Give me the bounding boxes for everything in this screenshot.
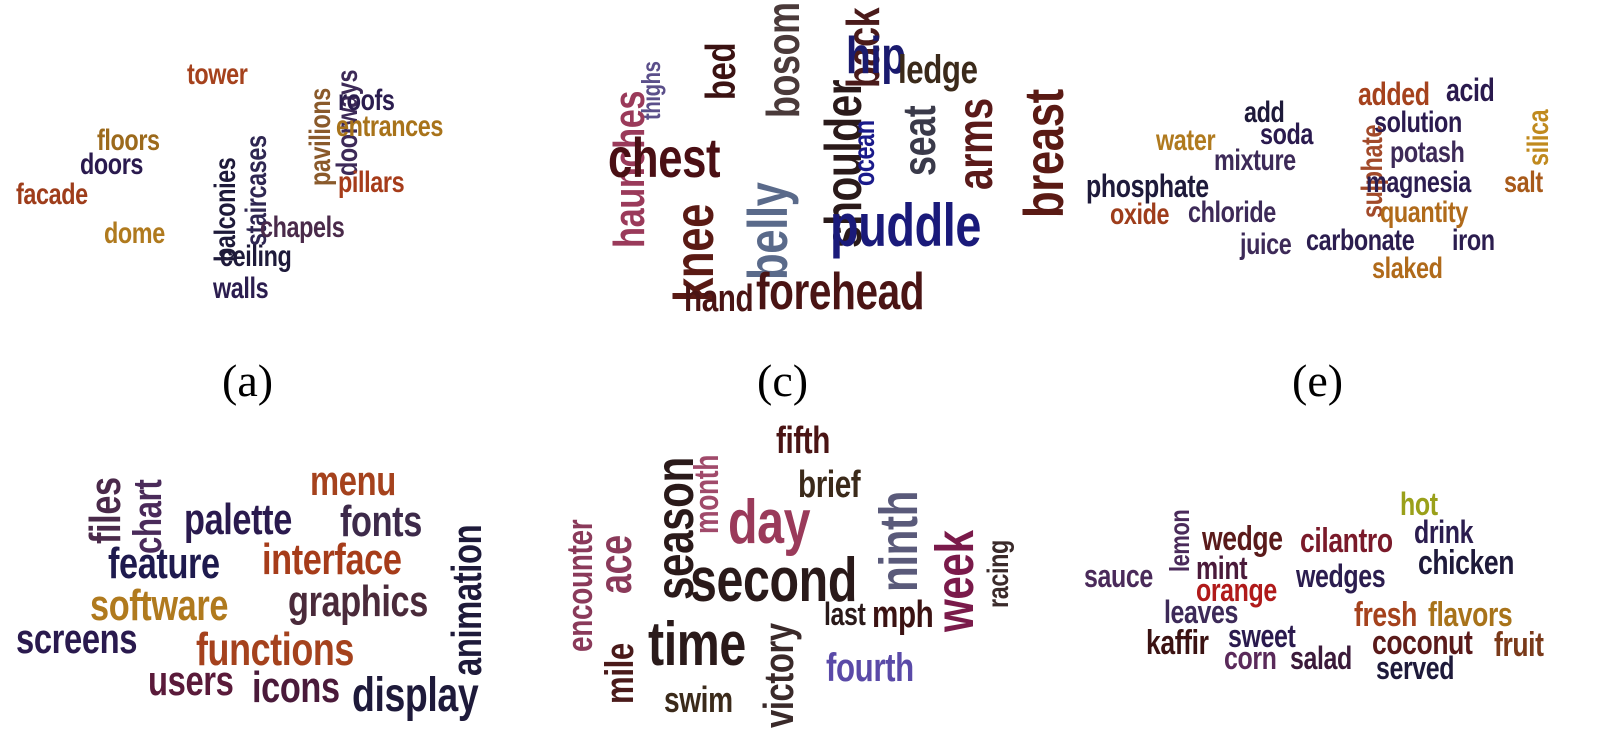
cloud-f-word-salad: salad: [1290, 640, 1352, 676]
cloud-a-word-chapels: chapels: [260, 211, 345, 244]
cloud-c-word-hand: hand: [684, 278, 754, 320]
cloud-e-word-carbonate: carbonate: [1306, 224, 1415, 257]
cloud-a-word-dome: dome: [104, 217, 165, 250]
cloud-f-word-sauce: sauce: [1084, 558, 1153, 594]
cloud-f-word-chicken: chicken: [1418, 544, 1515, 582]
cloud-b-word-screens: screens: [16, 615, 138, 662]
cloud-e-word-juice: juice: [1240, 228, 1292, 261]
cloud-a-word-tower: tower: [187, 58, 248, 91]
cloud-f-word-corn: corn: [1224, 640, 1277, 676]
cloud-e-word-silica: silica: [1522, 109, 1555, 166]
cloud-e-word-phosphate: phosphate: [1086, 168, 1209, 204]
cloud-e-word-quantity: quantity: [1380, 196, 1468, 229]
cloud-f-word-kaffir: kaffir: [1146, 624, 1209, 662]
cloud-a-word-doors: doors: [80, 148, 144, 181]
cloud-a-word-walls: walls: [213, 272, 269, 305]
cloud-e-word-magnesia: magnesia: [1366, 166, 1471, 199]
cloud-d-word-ninth: ninth: [869, 491, 929, 592]
cloud-d-word-week: week: [925, 530, 985, 632]
cloud-b-word-feature: feature: [108, 539, 220, 588]
cloud-c-word-bed: bed: [697, 42, 744, 100]
cloud-c-word-seat: seat: [893, 105, 945, 176]
cloud-f-word-fresh: fresh: [1354, 596, 1417, 634]
cloud-f-word-orange: orange: [1196, 572, 1277, 608]
cloud-b-word-users: users: [148, 657, 234, 704]
cloud-d-word-second: second: [690, 546, 857, 615]
cloud-e-word-water: water: [1156, 124, 1216, 157]
cloud-d-word-racing: racing: [982, 540, 1015, 608]
cloud-f-word-fruit: fruit: [1494, 626, 1544, 664]
cloud-e-word-add: add: [1244, 96, 1285, 129]
cloud-d-word-fifth: fifth: [776, 420, 831, 462]
cloud-e-word-potash: potash: [1390, 136, 1465, 169]
cloud-c-word-hip: hip: [846, 27, 906, 85]
cloud-a-word-facade: facade: [16, 178, 88, 211]
cloud-e-word-chloride: chloride: [1188, 196, 1276, 229]
cloud-f-word-wedge: wedge: [1202, 520, 1283, 558]
caption-a: (a): [222, 355, 274, 406]
cloud-d-word-fourth: fourth: [826, 646, 914, 690]
cloud-c-word-puddle: puddle: [830, 192, 982, 259]
cloud-e-word-mixture: mixture: [1214, 144, 1296, 177]
cloud-f-word-lemon: lemon: [1164, 509, 1195, 572]
cloud-d-word-victory: victory: [755, 623, 802, 728]
cloud-c-word-ocean: ocean: [848, 120, 881, 186]
cloud-e-word-oxide: oxide: [1110, 198, 1170, 231]
caption-c: (c): [757, 355, 809, 406]
cloud-d-word-brief: brief: [798, 464, 861, 506]
cloud-d-word-time: time: [648, 610, 746, 679]
cloud-b-word-fonts: fonts: [340, 497, 422, 546]
cloud-f-word-wedges: wedges: [1296, 558, 1386, 594]
cloud-a-word-floors: floors: [97, 124, 160, 157]
cloud-c-word-ledge: ledge: [898, 48, 978, 92]
cloud-f-word-cilantro: cilantro: [1300, 522, 1393, 560]
cloud-e-word-solution: solution: [1374, 106, 1462, 139]
cloud-e-word-added: added: [1358, 76, 1430, 112]
cloud-e-word-acid: acid: [1446, 72, 1495, 108]
cloud-c-word-breast: breast: [1012, 89, 1075, 218]
cloud-b-word-files: files: [81, 477, 130, 544]
cloud-f-word-hot: hot: [1400, 486, 1438, 522]
cloud-d-word-last: last: [824, 596, 866, 632]
cloud-c-word-forehead: forehead: [756, 263, 925, 321]
cloud-e-word-slaked: slaked: [1372, 252, 1443, 285]
cloud-b-word-interface: interface: [262, 535, 402, 584]
cloud-d-word-mph: mph: [872, 594, 934, 636]
cloud-f-word-mint: mint: [1196, 550, 1248, 586]
cloud-b-word-graphics: graphics: [288, 577, 428, 626]
caption-e: (e): [1292, 355, 1344, 406]
cloud-f-word-flavors: flavors: [1428, 596, 1513, 634]
cloud-b-word-menu: menu: [310, 457, 396, 504]
cloud-b-word-animation: animation: [443, 524, 490, 676]
cloud-f-word-sweet: sweet: [1228, 618, 1296, 654]
cloud-b-word-software: software: [90, 581, 229, 630]
cloud-f-word-served: served: [1376, 650, 1455, 686]
cloud-a-word-pillars: pillars: [338, 166, 405, 199]
cloud-d-word-ace: ace: [589, 535, 641, 594]
cloud-d-word-mile: mile: [598, 643, 642, 704]
cloud-a-word-ceiling: ceiling: [220, 240, 292, 273]
cloud-f-word-leaves: leaves: [1164, 594, 1239, 630]
cloud-e-word-salt: salt: [1504, 166, 1543, 199]
cloud-a-word-entrances: entrances: [336, 110, 444, 143]
cloud-c-word-arms: arms: [947, 98, 1003, 190]
cloud-d-word-month: month: [688, 454, 726, 534]
cloud-f-word-drink: drink: [1414, 514, 1474, 550]
cloud-b-word-icons: icons: [252, 663, 340, 712]
cloud-c-word-bosom: bosom: [757, 2, 809, 118]
cloud-a-word-roofs: roofs: [338, 84, 395, 117]
cloud-b-word-palette: palette: [184, 495, 292, 544]
cloud-c-word-chest: chest: [608, 126, 721, 189]
cloud-b-word-display: display: [352, 669, 479, 722]
cloud-b-word-functions: functions: [196, 623, 354, 675]
cloud-e-word-soda: soda: [1260, 118, 1314, 151]
cloud-d-word-day: day: [728, 488, 811, 557]
cloud-f-word-coconut: coconut: [1372, 624, 1473, 662]
cloud-e-word-iron: iron: [1452, 224, 1495, 257]
cloud-d-word-swim: swim: [664, 679, 733, 720]
